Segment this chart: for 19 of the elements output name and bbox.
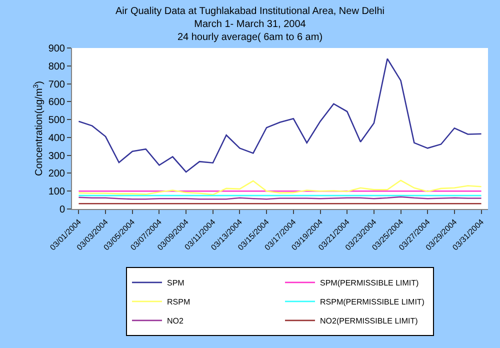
y-tick-label: 200	[48, 168, 66, 180]
legend-label: SPM(PERMISSIBLE LIMIT)	[320, 278, 420, 288]
y-tick-label: 700	[48, 79, 66, 90]
y-tick-label: 800	[48, 61, 66, 72]
y-tick-label: 0	[59, 204, 66, 216]
y-tick-label: 500	[48, 115, 66, 126]
legend-label: RSPM	[167, 298, 190, 307]
y-tick-label: 300	[48, 150, 66, 162]
legend-label: NO2	[167, 316, 184, 326]
y-tick-label: 600	[48, 97, 66, 108]
legend-label: NO2(PERMISSIBLE LIMIT)	[320, 316, 418, 326]
y-tick-label: 900	[48, 44, 66, 54]
y-tick-label: 100	[48, 186, 66, 198]
line-series	[78, 180, 482, 196]
line-series	[78, 58, 482, 173]
legend-label: SPM	[167, 278, 185, 288]
chart-title: Air Quality Data at Tughlakabad Institutional Area, New Delhi March 1- March 31, 2004 24 hourly average( 6am to 6 am)	[115, 6, 385, 43]
y-tick-label: 400	[48, 132, 66, 144]
legend-label: RSPM(PERMISSIBLE LIMIT)	[320, 298, 425, 307]
